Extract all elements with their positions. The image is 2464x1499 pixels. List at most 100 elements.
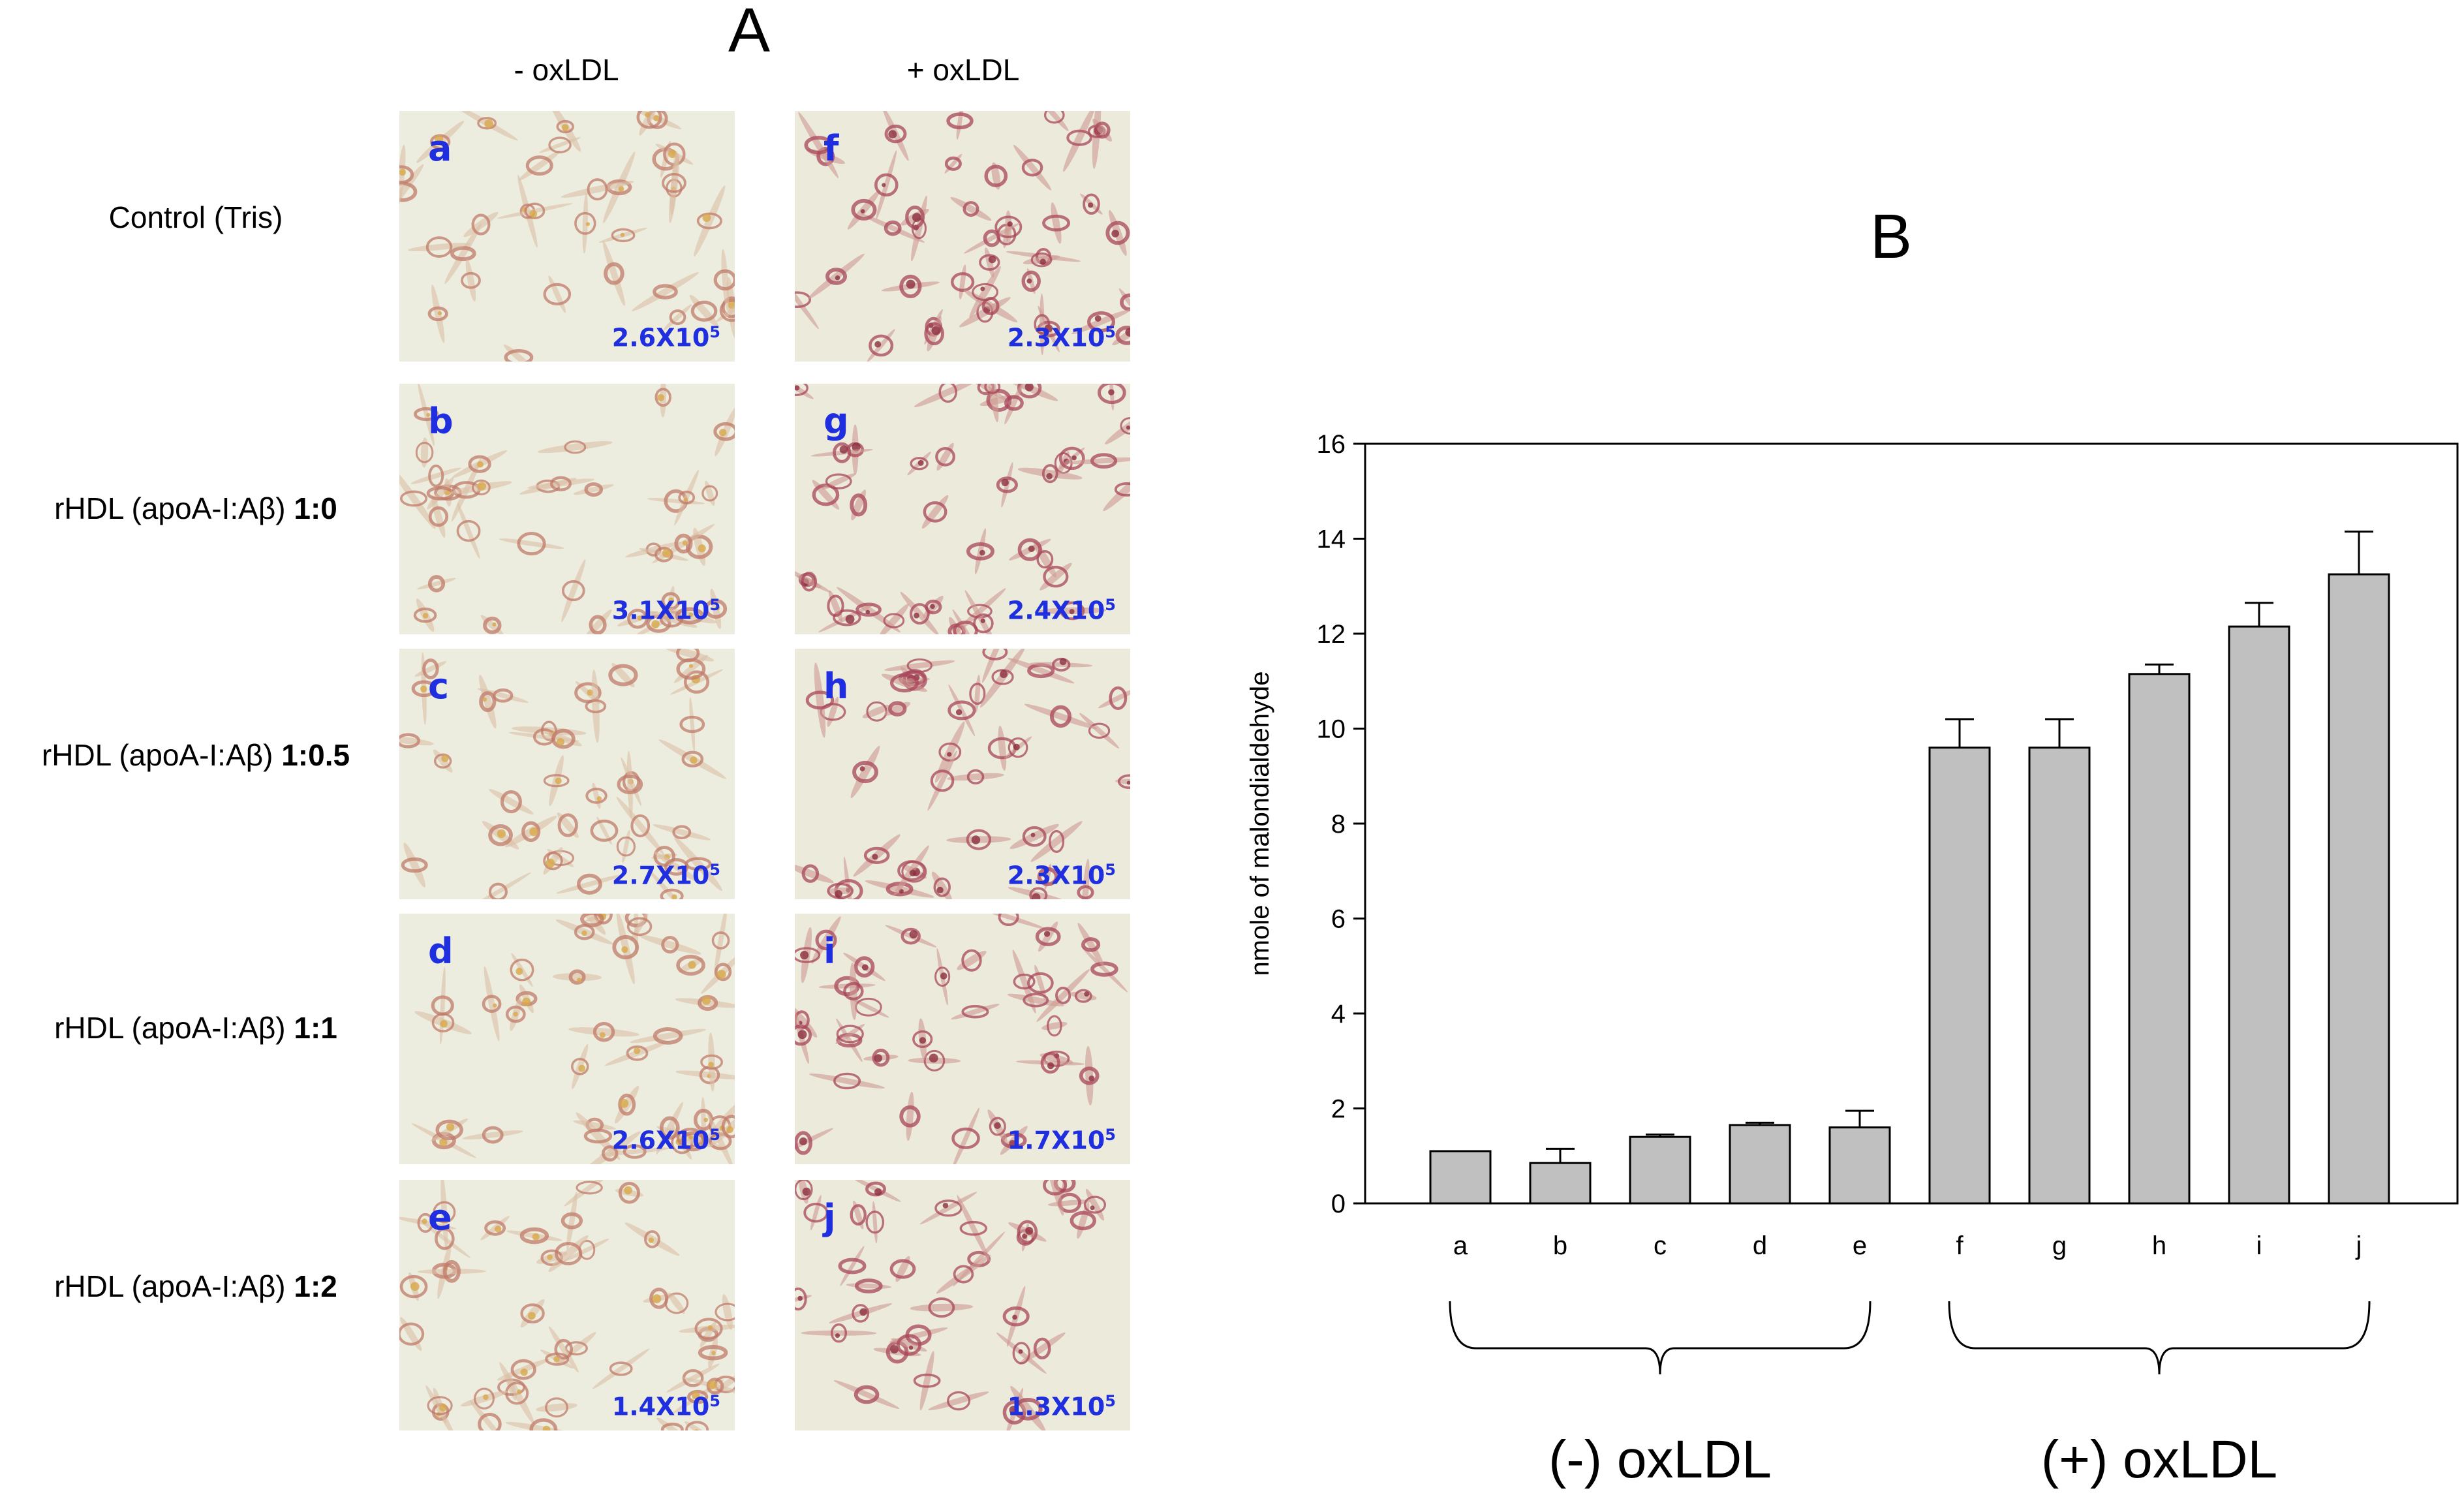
micrograph-a: a 2.6X105 [399,111,735,362]
micrograph-cells [795,111,1130,362]
x-tick-label-g: g [2052,1231,2067,1260]
group-label-0: (-) oxLDL [1548,1430,1772,1489]
micrograph-cells [795,384,1130,634]
x-tick-label-e: e [1853,1231,1867,1260]
row-label: rHDL (apoA-I:Aβ) 1:1 [13,1010,378,1045]
micrograph-cells [399,914,735,1164]
micrograph-j: j 1.3X105 [795,1180,1130,1430]
row-label-ratio: 1:0.5 [281,738,350,772]
bar-e [1828,1126,1891,1205]
x-tick-label-j: j [2356,1231,2362,1260]
plot-frame [1364,442,2459,1205]
y-tick-label: 4 [1331,1000,1346,1028]
cell-count-base: 2.3X10 [1007,324,1105,352]
micrograph-cells [399,649,735,899]
group-brace-0 [1449,1301,1871,1375]
y-tick-label: 12 [1317,620,1346,649]
cell-count-label: 3.1X105 [612,596,720,625]
micrograph-i: i 1.7X105 [795,914,1130,1164]
cell-count-exponent: 5 [709,596,720,615]
cell-count-label: 1.4X105 [612,1392,720,1421]
x-tick-label-i: i [2256,1231,2262,1260]
micrograph-letter: j [824,1197,836,1238]
cell-count-label: 2.3X105 [1008,323,1116,352]
cell-count-base: 1.4X10 [611,1393,710,1421]
bar-h [2128,673,2191,1205]
y-tick-label: 10 [1317,715,1346,744]
bar-a [1429,1150,1492,1205]
bar-g [2028,747,2091,1205]
x-tick-label-d: d [1753,1231,1767,1260]
micrograph-letter: h [824,666,849,707]
bar-chart-svg: 0 2 4 6 8 10 12 14 16 nmole of malondialdehyde a b c… [1246,430,2459,1489]
cell-count-exponent: 5 [1105,861,1116,880]
x-tick-label-a: a [1453,1231,1468,1260]
row-label-text: rHDL (apoA-I:Aβ) [41,738,282,772]
cell-count-exponent: 5 [709,1392,720,1411]
cell-count-base: 2.7X10 [611,861,710,890]
micrograph-letter: i [824,931,836,972]
micrograph-cells [795,649,1130,899]
cell-count-base: 2.6X10 [611,324,710,352]
panel-b-letter: B [1870,202,1913,271]
row-label-ratio: 1:2 [294,1269,337,1303]
micrograph-cells [795,914,1130,1164]
row-label-text: rHDL (apoA-I:Aβ) [54,491,294,525]
y-axis-label: nmole of malondialdehyde [1246,672,1274,976]
y-tick-label: 14 [1317,525,1346,554]
micrograph-b: b 3.1X105 [399,384,735,634]
y-tick-label: 8 [1331,810,1346,839]
row-label: Control (Tris) [13,200,378,235]
row-label: rHDL (apoA-I:Aβ) 1:2 [13,1269,378,1304]
micrograph-letter: b [428,401,454,442]
micrograph-h: h 2.3X105 [795,649,1130,899]
cell-count-label: 1.7X105 [1008,1126,1116,1155]
cell-count-label: 2.7X105 [612,861,720,890]
x-tick-label-b: b [1553,1231,1567,1260]
micrograph-cells [795,1180,1130,1430]
cell-count-label: 2.3X105 [1008,861,1116,890]
micrograph-letter: e [428,1197,452,1238]
x-tick-label-f: f [1956,1231,1964,1260]
micrograph-letter: f [824,128,839,169]
cell-count-label: 2.6X105 [612,323,720,352]
cell-count-base: 2.4X10 [1007,596,1105,625]
mda-bar-chart: 0 2 4 6 8 10 12 14 16 nmole of malondialdehyde a b c… [1188,418,2464,1496]
bar-c [1629,1136,1691,1205]
group-label-1: (+) oxLDL [2041,1430,2277,1489]
bar-i [2228,625,2290,1205]
micrograph-cells [399,111,735,362]
row-label: rHDL (apoA-I:Aβ) 1:0 [13,491,378,526]
cell-count-exponent: 5 [709,1126,720,1145]
row-label-text: rHDL (apoA-I:Aβ) [54,1011,294,1045]
x-tick-label-c: c [1654,1231,1667,1260]
micrograph-f: f 2.3X105 [795,111,1130,362]
cell-count-base: 1.7X10 [1007,1126,1105,1155]
cell-count-exponent: 5 [709,323,720,342]
cell-count-base: 1.3X10 [1007,1393,1105,1421]
y-tick-label: 6 [1331,905,1346,934]
x-tick-label-h: h [2152,1231,2166,1260]
micrograph-letter: g [824,401,849,442]
cell-count-base: 2.6X10 [611,1126,710,1155]
y-tick-label: 2 [1331,1095,1346,1124]
cell-count-base: 3.1X10 [611,596,710,625]
micrograph-cells [399,384,735,634]
cell-count-label: 2.4X105 [1008,596,1116,625]
row-label-text: rHDL (apoA-I:Aβ) [54,1269,294,1303]
column-header-plus-oxldl: + oxLDL [906,53,1020,87]
y-tick-label: 0 [1331,1190,1346,1218]
cell-count-base: 2.3X10 [1007,861,1105,890]
micrograph-letter: d [428,931,454,972]
micrograph-d: d 2.6X105 [399,914,735,1164]
bar-f [1928,747,1991,1205]
cell-count-exponent: 5 [1105,323,1116,342]
micrograph-letter: c [428,666,450,707]
cell-count-exponent: 5 [709,861,720,880]
row-label-ratio: 1:0 [294,491,337,525]
bar-j [2328,573,2390,1205]
micrograph-cells [399,1180,735,1430]
cell-count-exponent: 5 [1105,596,1116,615]
row-label-ratio: 1:1 [294,1011,337,1045]
bar-d [1729,1124,1791,1205]
